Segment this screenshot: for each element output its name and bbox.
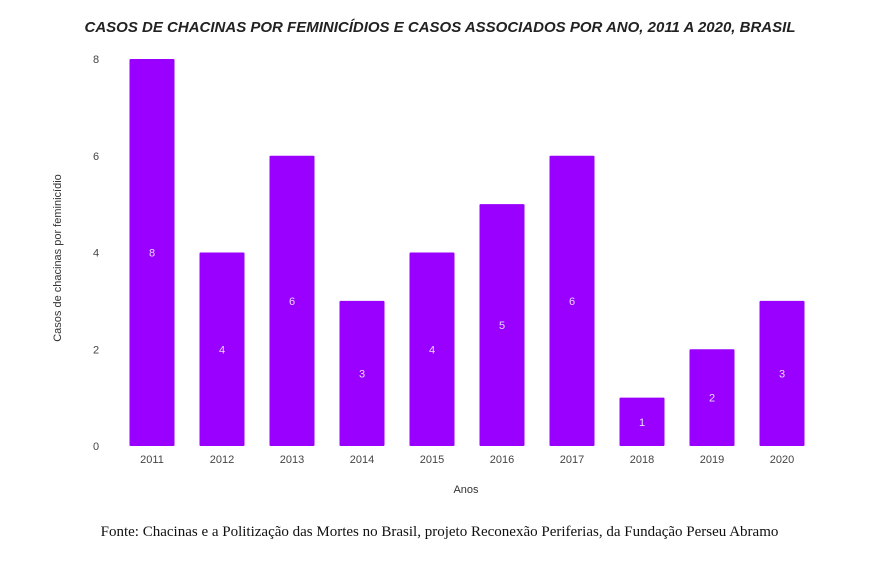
data-label: 2 bbox=[709, 393, 715, 405]
x-tick-label: 2012 bbox=[210, 454, 234, 466]
bar-2014 bbox=[339, 300, 385, 446]
bar-2015 bbox=[409, 252, 455, 446]
x-tick-label: 2011 bbox=[140, 454, 164, 466]
x-tick-label: 2018 bbox=[630, 454, 654, 466]
data-label: 6 bbox=[569, 296, 575, 308]
data-label: 5 bbox=[499, 320, 505, 332]
bar-2013 bbox=[269, 155, 315, 446]
data-label: 3 bbox=[779, 368, 785, 380]
bar-2017 bbox=[549, 155, 595, 446]
data-label: 1 bbox=[639, 417, 645, 429]
x-tick-label: 2015 bbox=[420, 454, 444, 466]
data-label: 4 bbox=[429, 344, 435, 356]
bar-chart: CASOS DE CHACINAS POR FEMINICÍDIOS E CAS… bbox=[52, 19, 805, 496]
x-tick-label: 2019 bbox=[700, 454, 724, 466]
y-axis-label: Casos de chacinas por feminicídio bbox=[52, 174, 64, 342]
y-tick-label: 2 bbox=[93, 344, 99, 356]
y-tick-label: 8 bbox=[93, 54, 99, 66]
y-tick-label: 4 bbox=[93, 248, 99, 260]
bar-2016 bbox=[479, 204, 525, 446]
x-tick-label: 2016 bbox=[490, 454, 514, 466]
bar-2019 bbox=[689, 349, 735, 446]
data-label: 3 bbox=[359, 368, 365, 380]
bar-2020 bbox=[759, 300, 805, 446]
x-tick-label: 2013 bbox=[280, 454, 304, 466]
bar-2018 bbox=[619, 397, 665, 446]
y-tick-label: 0 bbox=[93, 441, 99, 453]
source-footer: Fonte: Chacinas e a Politização das Mort… bbox=[100, 524, 779, 540]
bar-2012 bbox=[199, 252, 245, 446]
bar-2011 bbox=[129, 59, 175, 446]
chart-title: CASOS DE CHACINAS POR FEMINICÍDIOS E CAS… bbox=[85, 19, 796, 36]
x-tick-label: 2014 bbox=[350, 454, 374, 466]
data-label: 6 bbox=[289, 296, 295, 308]
x-tick-label: 2017 bbox=[560, 454, 584, 466]
x-axis-label: Anos bbox=[453, 484, 479, 496]
y-tick-label: 6 bbox=[93, 151, 99, 163]
data-label: 8 bbox=[149, 248, 155, 260]
x-tick-label: 2020 bbox=[770, 454, 794, 466]
data-label: 4 bbox=[219, 344, 225, 356]
